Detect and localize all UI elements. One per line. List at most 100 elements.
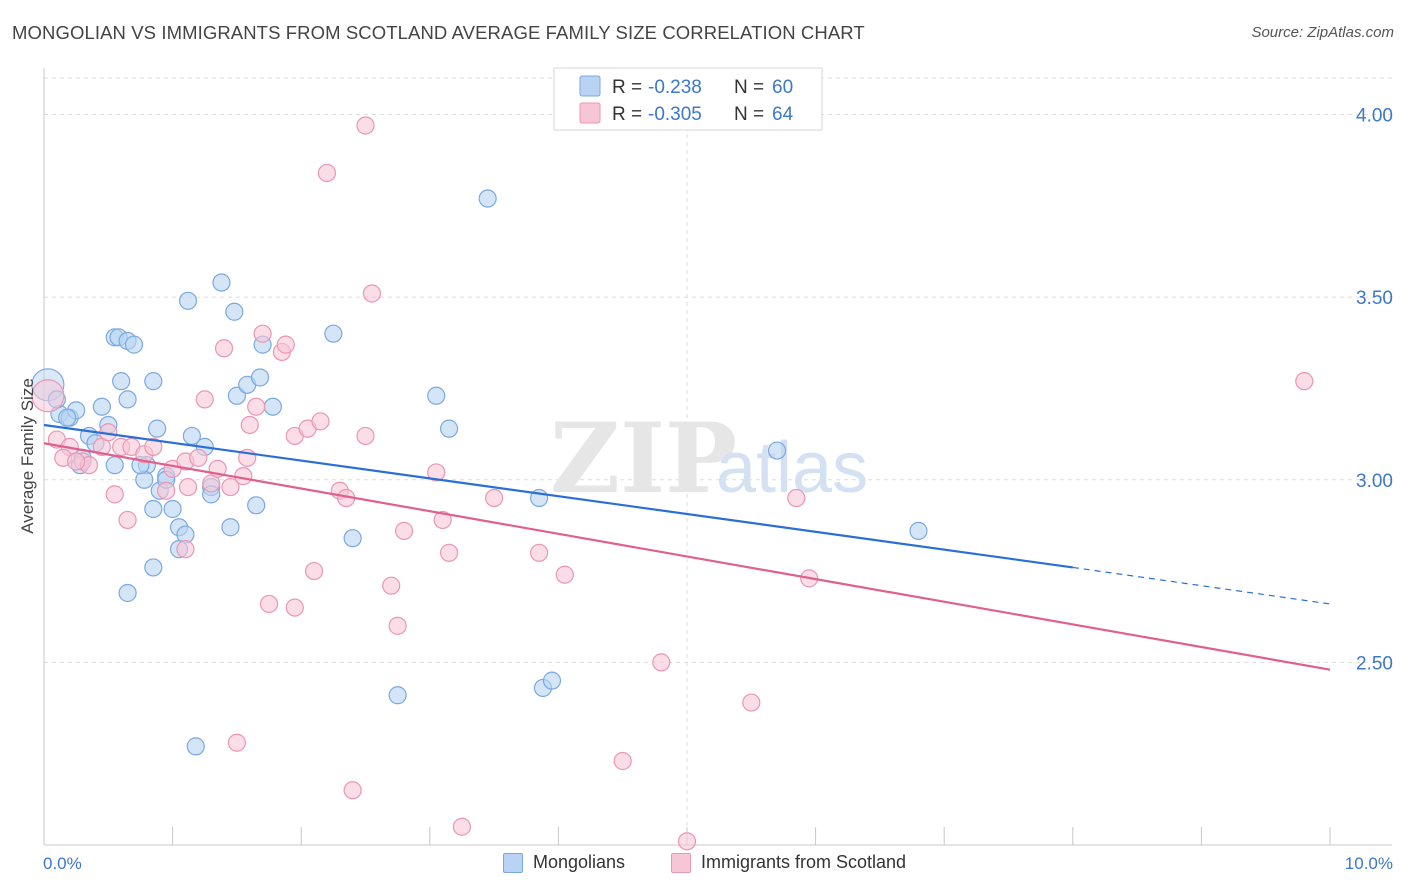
legend-n-value: 64	[772, 104, 794, 125]
source-label: Source: ZipAtlas.com	[1251, 24, 1394, 41]
scotland-point	[189, 448, 208, 467]
legend-n-value: 60	[772, 77, 793, 98]
scotland-point	[285, 598, 304, 617]
scotland-point	[382, 576, 401, 595]
mongolian-point	[250, 368, 270, 387]
mongolian-point	[909, 521, 928, 540]
scotland-point	[67, 452, 86, 471]
mongolian-point	[542, 671, 562, 690]
mongolian-point	[112, 372, 131, 391]
legend-r-value: -0.238	[648, 77, 702, 98]
mongolian-point	[92, 397, 111, 416]
scotland-point	[253, 324, 272, 343]
points-layer	[31, 116, 1314, 851]
scotland-point	[234, 467, 253, 486]
scotland-point	[439, 543, 459, 562]
scotland-point	[240, 415, 259, 435]
scotland-trend-line	[43, 442, 1331, 671]
scotland-point	[259, 594, 279, 614]
legend-bottom: Mongolians Immigrants from Scotland	[0, 852, 1406, 876]
legend-item-scotland[interactable]: Immigrants from Scotland	[671, 852, 906, 873]
scotland-point	[742, 693, 761, 712]
scotland-point	[433, 510, 452, 530]
mongolian-trend-line	[43, 423, 1073, 569]
mongolian-point	[212, 273, 231, 292]
scotland-point	[394, 521, 414, 540]
y-tick-label: 2.50	[1356, 653, 1393, 674]
scotland-point	[452, 817, 472, 836]
scotland-point	[677, 832, 697, 851]
mongolian-point	[148, 419, 167, 438]
legend-swatch-mongolians	[579, 75, 601, 97]
scotland-point	[118, 510, 137, 530]
mongolian-point	[247, 496, 266, 515]
mongolian-point	[186, 737, 205, 756]
mongolian-point	[263, 397, 283, 416]
y-axis-label: Average Family Size	[18, 378, 37, 534]
scotland-point	[195, 390, 214, 409]
mongolian-point	[427, 386, 446, 405]
mongolian-point	[144, 372, 163, 391]
legend-label-scotland: Immigrants from Scotland	[701, 852, 907, 872]
scotland-point	[555, 565, 574, 584]
legend-r-value: -0.305	[648, 104, 702, 125]
legend-r-label: R =	[612, 104, 642, 125]
legend-swatch-scotland	[579, 102, 601, 124]
mongolian-point	[767, 441, 787, 460]
mongolian-point	[439, 419, 459, 438]
mongolian-point	[118, 390, 137, 409]
scotland-point	[221, 477, 240, 497]
y-tick-labels: 2.50 3.00 3.50 4.00	[1356, 106, 1393, 675]
legend-top: R = -0.238 N = 60 R = -0.305 N = 64	[553, 67, 823, 131]
mongolian-point	[58, 408, 77, 427]
trend-layer	[43, 423, 1331, 671]
legend-r-label: R =	[612, 77, 642, 98]
scotland-point	[613, 751, 632, 771]
scotland-point	[388, 616, 407, 635]
mongolian-point	[144, 558, 163, 577]
scotland-point	[176, 540, 195, 559]
legend-swatch-scotland	[671, 852, 691, 873]
scotland-point	[317, 163, 337, 183]
axis-layer	[43, 68, 1392, 846]
scotland-point	[157, 481, 176, 500]
scotland-point	[105, 485, 124, 504]
mongolian-point	[163, 499, 182, 519]
scotland-point	[787, 488, 806, 508]
y-tick-label: 3.00	[1356, 471, 1393, 492]
scotland-point	[31, 379, 65, 413]
mongolian-point	[221, 518, 240, 537]
mongolian-point	[388, 686, 407, 705]
scotland-point	[214, 339, 234, 358]
scotland-point	[1295, 372, 1314, 391]
mongolian-point	[105, 456, 124, 475]
mongolian-trend-extension	[1072, 566, 1331, 605]
scotland-point	[247, 397, 266, 416]
scotland-point	[178, 477, 198, 497]
scotland-point	[227, 733, 246, 752]
legend-item-mongolians[interactable]: Mongolians	[503, 852, 625, 873]
scotland-point	[304, 561, 324, 581]
mongolian-point	[118, 583, 137, 603]
legend-n-label: N =	[734, 104, 764, 125]
y-tick-label: 4.00	[1356, 106, 1393, 127]
scotland-point	[311, 412, 330, 431]
scotland-point	[356, 116, 375, 135]
legend-n-label: N =	[734, 77, 764, 98]
scotland-point	[652, 653, 671, 672]
mongolian-point	[178, 291, 198, 310]
legend-label-mongolians: Mongolians	[533, 852, 626, 872]
scotland-point	[362, 284, 382, 303]
mongolian-point	[324, 324, 343, 343]
x-tick-label-min: 0.0%	[43, 854, 82, 873]
mongolian-point	[478, 189, 497, 208]
mongolian-point	[225, 302, 244, 321]
scotland-point	[144, 437, 163, 456]
x-tick-label-max: 10.0%	[1345, 854, 1393, 873]
chart-title: MONGOLIAN VS IMMIGRANTS FROM SCOTLAND AV…	[12, 22, 865, 43]
mongolian-point	[144, 499, 163, 519]
mongolian-point	[124, 335, 144, 354]
scotland-point	[530, 543, 549, 562]
legend-swatch-mongolians	[503, 852, 523, 873]
scotland-point	[343, 781, 362, 800]
